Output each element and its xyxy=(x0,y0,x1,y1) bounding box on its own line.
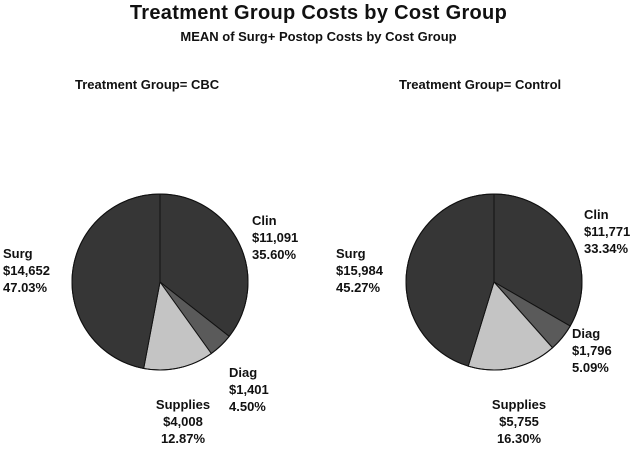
slice-percent: 33.34% xyxy=(584,241,629,256)
slice-name: Clin xyxy=(252,213,277,228)
slice-percent: 35.60% xyxy=(252,247,297,262)
pie-0 xyxy=(71,193,249,371)
pie-outline xyxy=(405,193,583,371)
slice-name: Surg xyxy=(336,246,366,261)
slice-percent: 47.03% xyxy=(3,280,48,295)
chart-title: Treatment Group Costs by Cost Group xyxy=(129,2,508,24)
slice-label-supplies: Supplies $5,755 16.30% xyxy=(492,397,546,446)
slice-percent: 5.09% xyxy=(572,360,609,375)
slice-percent: 4.50% xyxy=(229,399,266,414)
slice-name: Supplies xyxy=(156,397,210,412)
pie-1 xyxy=(405,193,583,371)
slice-amount: $4,008 xyxy=(163,414,203,429)
slice-label-clin: Clin $11,091 35.60% xyxy=(252,213,298,262)
slice-name: Surg xyxy=(3,246,33,261)
slice-amount: $11,771 xyxy=(584,224,630,239)
slice-label-surg: Surg $14,652 47.03% xyxy=(3,246,50,295)
slice-amount: $11,091 xyxy=(252,230,298,245)
slice-label-clin: Clin $11,771 33.34% xyxy=(584,207,630,256)
slice-name: Supplies xyxy=(492,397,546,412)
slice-label-diag: Diag $1,401 4.50% xyxy=(229,365,269,414)
slice-name: Clin xyxy=(584,207,609,222)
slice-amount: $14,652 xyxy=(3,263,50,278)
slice-amount: $5,755 xyxy=(499,414,539,429)
slice-label-surg: Surg $15,984 45.27% xyxy=(336,246,384,295)
panel-label-cbc: Treatment Group= CBC xyxy=(75,77,220,92)
slice-name: Diag xyxy=(572,326,600,341)
slice-amount: $15,984 xyxy=(336,263,384,278)
pie-slice-surg xyxy=(71,193,161,370)
panel-label-control: Treatment Group= Control xyxy=(399,77,562,92)
slice-percent: 16.30% xyxy=(497,431,542,446)
slice-name: Diag xyxy=(229,365,257,380)
slice-label-diag: Diag $1,796 5.09% xyxy=(572,326,612,375)
slice-amount: $1,401 xyxy=(229,382,269,397)
slice-label-supplies: Supplies $4,008 12.87% xyxy=(156,397,210,446)
pie-outline xyxy=(71,193,249,371)
slice-amount: $1,796 xyxy=(572,343,612,358)
slice-percent: 12.87% xyxy=(161,431,206,446)
chart-subtitle: MEAN of Surg+ Postop Costs by Cost Group xyxy=(180,29,457,44)
slice-percent: 45.27% xyxy=(336,280,381,295)
